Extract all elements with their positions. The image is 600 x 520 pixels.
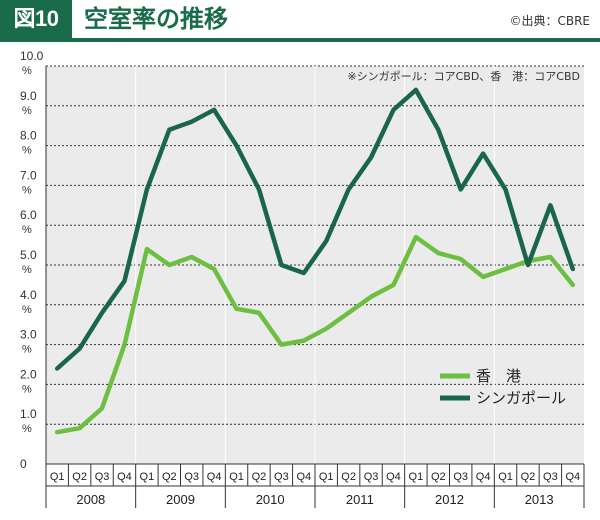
y-tick-label: 8.0 [20,129,37,143]
quarter-label: Q1 [409,471,424,483]
y-tick-label: 0 [20,457,27,471]
quarter-label: Q1 [229,471,244,483]
quarter-label: Q2 [341,471,356,483]
quarter-label: Q2 [72,471,87,483]
quarter-label: Q1 [319,471,334,483]
y-tick-unit: % [22,184,32,196]
y-axis-ticks: 0 1.0% 2.0% 3.0% 4.0% 5.0% 6.0% 7.0% 8.0% 9.0% 10.… [20,49,44,471]
quarter-label: Q4 [476,471,491,483]
y-tick-label: 1.0 [20,407,37,421]
header-bar [0,0,600,38]
quarter-label: Q4 [207,471,222,483]
legend-label: 香 港 [476,367,521,385]
header-underline [0,38,600,42]
x-axis-ticks: Q1 Q2 Q3 Q4 Q1 Q2 Q3 Q4 Q1 Q2 Q3 Q4 Q1 Q2 Q3 Q4 Q1 Q2 Q3 Q4… [45,66,585,508]
quarter-label: Q4 [386,471,401,483]
year-label: 2011 [346,492,374,507]
year-label: 2010 [256,492,285,507]
y-tick-label: 3.0 [20,328,37,342]
quarter-label: Q2 [162,471,177,483]
y-tick-unit: % [22,65,32,77]
y-tick-label: 7.0 [20,168,37,182]
series-line-hongkong [54,234,576,435]
quarter-label: Q2 [431,471,446,483]
source-credit: ©出典：CBRE [509,14,590,28]
quarter-label: Q1 [498,471,513,483]
chart-note: ※シンガポール：コアCBD、香 港：コアCBD [347,70,580,83]
year-label: 2008 [76,492,105,507]
y-tick-unit: % [22,224,32,236]
quarter-label: Q1 [140,471,155,483]
y-tick-label: 6.0 [20,208,37,222]
y-tick-unit: % [22,383,32,395]
y-tick-label: 10.0 [20,49,44,63]
y-tick-label: 9.0 [20,89,37,103]
y-tick-unit: % [22,105,32,117]
quarter-label: Q3 [274,471,289,483]
quarter-label: Q3 [364,471,379,483]
quarter-label: Q3 [543,471,558,483]
y-tick-unit: % [22,344,32,356]
y-tick-label: 5.0 [20,248,37,262]
gridlines [46,65,584,464]
year-label: 2013 [525,492,554,507]
legend-label: シンガポール [476,389,566,407]
y-tick-unit: % [22,304,32,316]
y-tick-unit: % [22,423,32,435]
quarter-label: Q2 [252,471,267,483]
vacancy-rate-line-chart: 0 1.0% 2.0% 3.0% 4.0% 5.0% 6.0% 7.0% 8.0% 9.0% 10.… [20,49,585,508]
chart-title: 空室率の推移 [84,5,228,33]
quarter-label: Q4 [117,471,132,483]
y-tick-unit: % [22,145,32,157]
y-tick-label: 4.0 [20,288,37,302]
series-lines [54,87,576,435]
year-label: 2012 [435,492,464,507]
figure-number-badge: 図10 [0,0,72,38]
quarter-label: Q3 [453,471,468,483]
y-tick-unit: % [22,264,32,276]
quarter-label: Q1 [50,471,65,483]
series-line-singapore [54,87,576,371]
quarter-label: Q4 [565,471,580,483]
y-tick-label: 2.0 [20,367,37,381]
year-label: 2009 [166,492,195,507]
quarter-label: Q3 [184,471,199,483]
quarter-label: Q2 [521,471,536,483]
quarter-label: Q4 [296,471,311,483]
quarter-label: Q3 [95,471,110,483]
